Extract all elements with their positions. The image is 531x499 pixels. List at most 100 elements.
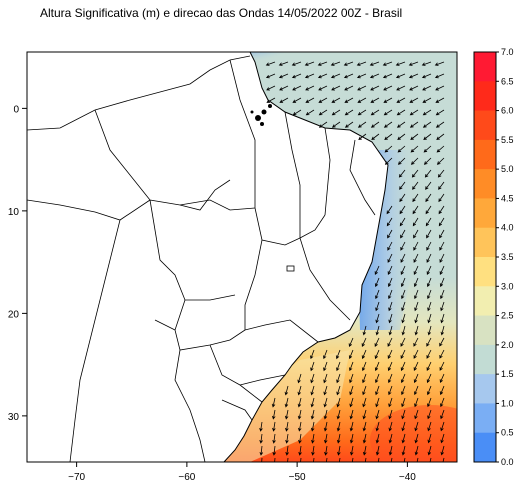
- wave-arrow: [386, 205, 393, 215]
- wave-arrow: [413, 277, 419, 288]
- wave-arrow: [361, 361, 367, 372]
- wave-arrow: [401, 421, 406, 432]
- wave-arrow: [438, 181, 445, 190]
- colorbar-label: 2.0: [501, 340, 514, 350]
- wave-arrow: [434, 73, 445, 79]
- wave-arrow: [400, 265, 406, 275]
- colorbar-label: 1.0: [501, 398, 514, 408]
- south-america-land: [27, 52, 389, 462]
- wave-arrow: [439, 349, 445, 359]
- wave-arrow: [348, 337, 354, 347]
- wave-arrow: [284, 409, 289, 420]
- wave-arrow: [425, 181, 432, 190]
- wave-arrow: [437, 169, 445, 178]
- wave-arrow: [439, 229, 445, 239]
- wave-arrow: [440, 301, 445, 312]
- wave-arrow: [427, 301, 432, 312]
- wave-arrow: [304, 73, 315, 79]
- wave-arrow: [440, 289, 445, 300]
- wave-arrow: [436, 133, 445, 140]
- colorbar-segment: [474, 315, 496, 346]
- wave-arrow: [388, 301, 393, 312]
- wave-arrow: [349, 361, 354, 372]
- wave-arrow: [297, 385, 302, 396]
- wave-arrow: [331, 109, 341, 116]
- wave-arrow: [383, 121, 393, 128]
- wave-arrow: [361, 337, 367, 347]
- wave-arrow: [426, 265, 432, 275]
- wave-arrow: [400, 373, 406, 384]
- colorbar: 7.0 6.5 6.0 5.5 5.0 4.5 4.0 3.5 3.0 2.5 2.0 1.5 1.0 0…: [473, 47, 514, 467]
- wave-arrow: [396, 85, 406, 91]
- wave-arrow: [442, 457, 445, 462]
- wave-arrow: [349, 421, 354, 432]
- wave-arrow: [386, 217, 393, 227]
- wave-arrow: [398, 169, 406, 178]
- wave-arrow: [421, 61, 432, 66]
- wave-arrow: [387, 229, 393, 239]
- wave-direction-arrows: [259, 61, 445, 462]
- wave-arrow: [387, 253, 393, 263]
- wave-arrow: [344, 109, 354, 116]
- wave-arrow: [362, 433, 367, 444]
- colorbar-label: 3.5: [501, 252, 514, 262]
- wave-arrow: [265, 73, 276, 79]
- wave-arrow: [401, 445, 406, 456]
- wave-arrow: [438, 217, 445, 227]
- wave-arrow: [413, 265, 419, 275]
- wave-arrow: [439, 265, 445, 275]
- wave-arrow: [336, 421, 341, 432]
- wave-arrow: [384, 145, 393, 153]
- colorbar-label: 3.0: [501, 281, 514, 291]
- wave-arrow: [409, 109, 419, 116]
- wave-arrow: [382, 73, 393, 79]
- wave-arrow: [310, 361, 315, 372]
- wave-arrow: [349, 397, 354, 408]
- wave-arrow: [374, 265, 380, 275]
- wave-arrow: [313, 457, 315, 462]
- wave-arrow: [400, 229, 406, 239]
- wave-arrow: [435, 121, 445, 128]
- wave-arrow: [427, 433, 432, 444]
- wave-arrow: [377, 457, 380, 462]
- wave-arrow: [310, 373, 315, 384]
- wave-arrow: [436, 145, 445, 153]
- wave-arrow: [387, 265, 393, 275]
- wave-arrow: [424, 169, 432, 178]
- wave-arrow: [399, 205, 406, 215]
- wave-arrow: [326, 457, 328, 462]
- wave-arrow: [336, 409, 341, 420]
- colorbar-label: 5.5: [501, 135, 514, 145]
- wave-arrow: [411, 169, 419, 178]
- wave-arrow: [300, 457, 302, 462]
- wave-arrow: [382, 61, 393, 66]
- colorbar-segment: [474, 432, 496, 463]
- wave-arrow: [323, 385, 328, 396]
- wave-arrow: [413, 253, 419, 263]
- wave-arrow: [375, 397, 380, 408]
- wave-arrow: [387, 337, 393, 347]
- wave-arrow: [439, 385, 445, 396]
- wave-arrow: [370, 97, 380, 103]
- wave-arrow: [440, 325, 445, 336]
- x-tick-label: −70: [68, 472, 85, 483]
- wave-arrow: [412, 181, 419, 190]
- colorbar-segment: [474, 169, 496, 199]
- wave-arrow: [356, 73, 367, 79]
- wave-arrow: [369, 61, 380, 66]
- wave-arrow: [343, 73, 354, 79]
- wave-arrow: [350, 445, 354, 456]
- wave-arrow: [425, 205, 432, 215]
- colorbar-label: 1.5: [501, 369, 514, 379]
- wave-arrow: [413, 373, 419, 384]
- wave-arrow: [357, 85, 367, 91]
- wave-arrow: [426, 337, 432, 347]
- wave-arrow: [422, 121, 432, 128]
- wave-arrow: [401, 301, 406, 312]
- wave-arrow: [370, 109, 380, 116]
- wave-arrow: [375, 373, 380, 384]
- wave-arrow: [261, 457, 263, 462]
- wave-arrow: [423, 145, 432, 153]
- wave-arrow: [369, 73, 380, 79]
- wave-arrow: [291, 73, 302, 79]
